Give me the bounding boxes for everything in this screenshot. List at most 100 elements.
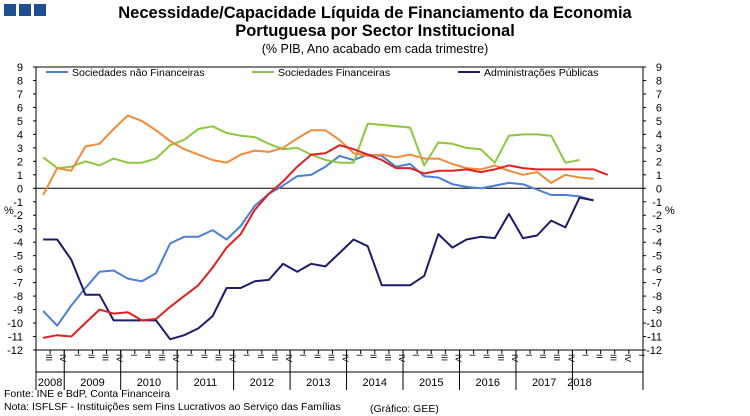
quarter-label: III (496, 354, 506, 361)
quarter-label: II (369, 354, 379, 359)
y-tick-label-right: 8 (656, 75, 662, 87)
y-tick-label-left: -4 (13, 237, 23, 249)
y-tick-label-left: -10 (7, 318, 23, 330)
y-tick-label-left: -9 (13, 305, 23, 317)
y-tick-label-right: -4 (652, 237, 662, 249)
y-tick-label-left: 6 (17, 102, 23, 114)
quarter-label: IV (510, 354, 520, 362)
y-axis-label-left: % (4, 205, 14, 217)
quarter-label: III (326, 354, 336, 361)
quarter-label: IV (171, 354, 181, 362)
y-tick-label-left: 5 (17, 116, 23, 128)
y-tick-label-left: -11 (8, 332, 23, 344)
y-tick-label-left: 3 (17, 143, 23, 155)
quarter-label: II (143, 354, 153, 359)
quarter-label: II (86, 354, 96, 359)
legend-label: Sociedades não Financeiras (72, 67, 205, 79)
series-line (42, 153, 594, 327)
y-tick-label-right: -7 (652, 278, 662, 290)
y-tick-label-right: 9 (656, 62, 662, 74)
year-label: 2010 (137, 377, 161, 389)
y-tick-label-right: 0 (656, 183, 662, 195)
y-tick-label-left: 2 (17, 156, 23, 168)
y-tick-label-right: 7 (656, 89, 662, 101)
y-tick-label-right: -11 (647, 332, 662, 344)
quarter-label: II (425, 354, 435, 359)
quarter-label: IV (623, 354, 633, 362)
year-label: 2017 (532, 377, 556, 389)
quarter-label: I (580, 354, 590, 356)
y-tick-label-right: 6 (656, 102, 662, 114)
quarter-label: III (383, 354, 393, 361)
y-tick-label-right: -1 (652, 197, 662, 209)
y-tick-label-right: -12 (646, 345, 662, 357)
chart-credit: (Gráfico: GEE) (370, 403, 439, 415)
y-tick-label-right: -5 (652, 251, 662, 263)
year-label: 2015 (419, 377, 443, 389)
quarter-label: I (298, 354, 308, 356)
quarter-label: I (524, 354, 534, 356)
quarter-label: IV (228, 354, 238, 362)
y-tick-label-right: -6 (652, 264, 662, 276)
logo-square (19, 4, 31, 16)
quarter-label: IV (58, 354, 68, 362)
quarter-label: II (312, 354, 322, 359)
y-tick-label-left: -1 (13, 197, 23, 209)
quarter-label: IV (341, 354, 351, 362)
y-tick-label-left: -6 (13, 264, 23, 276)
quarter-label: II (595, 354, 605, 359)
y-tick-label-right: 2 (656, 156, 662, 168)
series-line (42, 144, 609, 339)
quarter-label: I (468, 354, 478, 356)
quarter-label: I (637, 354, 647, 356)
y-tick-label-right: -9 (652, 305, 662, 317)
chart-title: Necessidade/Capacidade Líquida de Financ… (118, 4, 632, 22)
y-tick-label-left: 0 (17, 183, 23, 195)
series-line (43, 196, 594, 341)
year-label: 2011 (194, 377, 218, 389)
y-axis-label-right: % (665, 205, 675, 217)
y-tick-label-left: 4 (17, 129, 23, 141)
y-tick-label-left: -5 (13, 251, 23, 263)
logo (4, 4, 46, 16)
quarter-label: III (439, 354, 449, 361)
quarter-label: II (538, 354, 548, 359)
footnote: Nota: ISFLSF - Instituições sem Fins Luc… (4, 401, 341, 413)
quarter-label: IV (397, 354, 407, 362)
quarter-label: IV (115, 354, 125, 362)
quarter-label: IV (566, 354, 576, 362)
y-tick-label-right: 3 (656, 143, 662, 155)
year-label: 2018 (567, 377, 591, 389)
year-label: 2008 (38, 377, 62, 389)
year-label: 2009 (80, 377, 104, 389)
y-tick-label-right: -2 (652, 210, 662, 222)
year-label: 2014 (363, 377, 387, 389)
quarter-label: III (101, 354, 111, 361)
legend-label: Sociedades Financeiras (278, 67, 390, 79)
y-tick-label-left: 9 (17, 62, 23, 74)
y-tick-label-right: -10 (646, 318, 662, 330)
quarter-label: I (242, 354, 252, 356)
quarter-label: I (355, 354, 365, 356)
y-tick-label-left: 8 (17, 75, 23, 87)
year-label: 2012 (250, 377, 274, 389)
chart-units: (% PIB, Ano acabado em cada trimestre) (261, 42, 489, 56)
chart-subtitle: Portuguesa por Sector Institucional (235, 22, 515, 40)
quarter-label: III (213, 354, 223, 361)
quarter-label: I (185, 354, 195, 356)
quarter-label: II (482, 354, 492, 359)
y-tick-label-right: 4 (656, 129, 662, 141)
y-tick-label-left: -7 (13, 278, 23, 290)
logo-square (34, 4, 46, 16)
quarter-label: III (157, 354, 167, 361)
y-tick-label-left: -8 (13, 291, 23, 303)
y-tick-label-left: -12 (7, 345, 23, 357)
quarter-label: I (411, 354, 421, 356)
legend-label: Administrações Públicas (484, 67, 598, 79)
quarter-label: I (72, 354, 82, 356)
quarter-label: IV (453, 354, 463, 362)
y-tick-label-right: 1 (656, 170, 662, 182)
y-tick-label-right: -8 (652, 291, 662, 303)
y-tick-label-left: 1 (17, 170, 23, 182)
quarter-label: II (256, 354, 266, 359)
